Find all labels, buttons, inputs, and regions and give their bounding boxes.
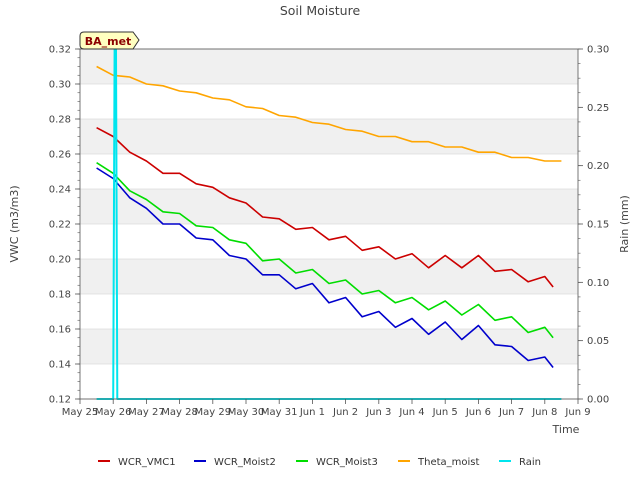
legend: WCR_VMC1 WCR_Moist2 WCR_Moist3 Theta_moist R… — [98, 457, 541, 468]
x-tick-label: May 29 — [195, 407, 232, 418]
x-tick-label: Jun 6 — [465, 407, 491, 418]
x-tick-label: May 28 — [161, 407, 198, 418]
x-tick-label: Jun 3 — [365, 407, 391, 418]
y-tick-label: 0.20 — [49, 255, 71, 266]
grid-band — [80, 259, 578, 294]
y2-axis-label: Rain (mm) — [618, 195, 631, 253]
x-tick-label: Jun 9 — [564, 407, 590, 418]
y-tick-label: 0.28 — [49, 115, 71, 126]
chart-title: Soil Moisture — [280, 3, 361, 18]
grid-band — [80, 189, 578, 224]
x-tick-label: Jun 1 — [299, 407, 325, 418]
y2-tick-label: 0.30 — [587, 45, 609, 56]
legend-label-theta-moist: Theta_moist — [417, 457, 479, 468]
grid-band — [80, 49, 578, 84]
x-tick-label: May 25 — [62, 407, 99, 418]
series-line-wcr-moist3 — [96, 162, 554, 339]
station-label: BA_met — [85, 35, 132, 48]
y-tick-label: 0.30 — [49, 80, 71, 91]
legend-label-wcr-vmc1: WCR_VMC1 — [118, 457, 176, 468]
series-line-wcr-moist2 — [96, 167, 554, 368]
x-tick-label: Jun 8 — [531, 407, 557, 418]
x-tick-label: Jun 7 — [498, 407, 524, 418]
y-axis-label: VWC (m3/m3) — [8, 185, 21, 262]
x-tick-label: Jun 5 — [432, 407, 458, 418]
x-tick-label: May 30 — [228, 407, 265, 418]
y-tick-label: 0.26 — [49, 150, 71, 161]
series-line-wcr-vmc1 — [96, 126, 554, 288]
legend-label-rain: Rain — [519, 457, 541, 468]
y-tick-label: 0.12 — [49, 395, 71, 406]
y2-tick-label: 0.20 — [587, 161, 609, 172]
x-tick-label: May 27 — [128, 407, 165, 418]
y2-tick-label: 0.00 — [587, 395, 609, 406]
y-tick-label: 0.16 — [49, 325, 71, 336]
x-tick-label: Jun 4 — [398, 407, 424, 418]
legend-label-wcr-moist3: WCR_Moist3 — [316, 457, 378, 468]
y2-tick-label: 0.15 — [587, 220, 609, 231]
x-tick-label: May 31 — [261, 407, 298, 418]
x-tick-label: May 26 — [95, 407, 132, 418]
y-tick-label: 0.24 — [49, 185, 71, 196]
y-tick-label: 0.18 — [49, 290, 71, 301]
y2-tick-label: 0.10 — [587, 278, 609, 289]
y-tick-label: 0.14 — [49, 360, 71, 371]
y2-tick-label: 0.25 — [587, 103, 609, 114]
y2-tick-label: 0.05 — [587, 336, 609, 347]
legend-label-wcr-moist2: WCR_Moist2 — [214, 457, 276, 468]
series-line-theta-moist — [96, 65, 562, 162]
x-axis-label: Time — [552, 423, 580, 436]
station-label-box: BA_met — [79, 31, 140, 50]
y-tick-label: 0.22 — [49, 220, 71, 231]
grid-band — [80, 329, 578, 364]
y-tick-label: 0.32 — [49, 45, 71, 56]
x-tick-label: Jun 2 — [332, 407, 358, 418]
